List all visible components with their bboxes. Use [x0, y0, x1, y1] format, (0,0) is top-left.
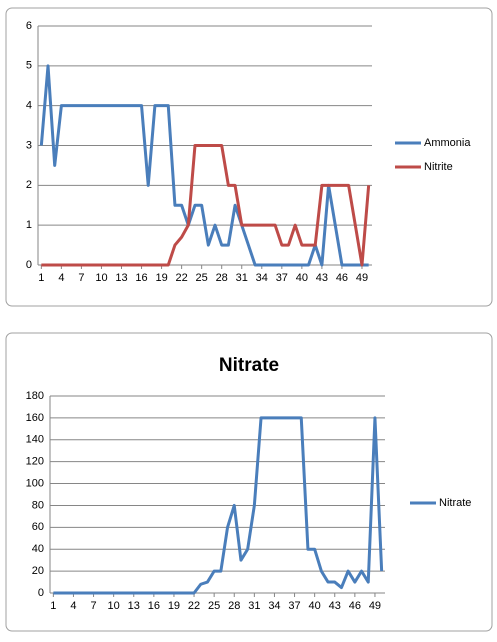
y-tick-label: 120: [26, 456, 44, 468]
x-tick-label: 1: [50, 600, 56, 612]
x-tick-label: 19: [155, 272, 167, 284]
x-tick-label: 49: [356, 272, 368, 284]
y-tick-label: 80: [32, 499, 44, 511]
x-tick-label: 31: [236, 272, 248, 284]
y-tick-label: 0: [38, 587, 44, 599]
x-tick-label: 22: [175, 272, 187, 284]
x-tick-label: 13: [115, 272, 127, 284]
x-tick-label: 13: [128, 600, 140, 612]
chart-frame: [5, 332, 493, 632]
x-tick-label: 31: [248, 600, 260, 612]
x-tick-label: 46: [349, 600, 361, 612]
y-tick-label: 100: [26, 477, 44, 489]
y-tick-label: 6: [26, 20, 32, 32]
x-tick-label: 37: [276, 272, 288, 284]
y-tick-label: 4: [26, 100, 32, 112]
x-tick-label: 40: [296, 272, 308, 284]
x-tick-label: 16: [148, 600, 160, 612]
y-tick-label: 5: [26, 60, 32, 72]
x-tick-label: 34: [256, 272, 268, 284]
x-tick-label: 43: [329, 600, 341, 612]
x-tick-label: 19: [168, 600, 180, 612]
y-tick-label: 2: [26, 179, 32, 191]
x-tick-label: 7: [90, 600, 96, 612]
y-tick-label: 60: [32, 521, 44, 533]
chart-frame: [5, 7, 493, 307]
x-tick-label: 4: [58, 272, 64, 284]
x-tick-label: 49: [369, 600, 381, 612]
x-tick-label: 7: [78, 272, 84, 284]
legend-label: Nitrite: [424, 161, 453, 173]
x-tick-label: 40: [309, 600, 321, 612]
x-tick-label: 1: [38, 272, 44, 284]
legend-label: Nitrate: [439, 497, 471, 509]
x-tick-label: 28: [228, 600, 240, 612]
y-tick-label: 3: [26, 139, 32, 151]
data-line: [39, 64, 369, 267]
x-tick-label: 37: [288, 600, 300, 612]
data-line: [41, 144, 371, 267]
x-tick-label: 16: [135, 272, 147, 284]
data-line: [53, 416, 384, 595]
y-tick-label: 160: [26, 412, 44, 424]
x-tick-label: 10: [95, 272, 107, 284]
y-tick-label: 140: [26, 434, 44, 446]
legend-label: Ammonia: [424, 137, 471, 149]
x-tick-label: 28: [216, 272, 228, 284]
x-tick-label: 10: [108, 600, 120, 612]
x-tick-label: 25: [196, 272, 208, 284]
y-tick-label: 40: [32, 543, 44, 555]
x-tick-label: 46: [336, 272, 348, 284]
y-tick-label: 180: [26, 390, 44, 402]
x-tick-label: 25: [208, 600, 220, 612]
x-tick-label: 4: [70, 600, 76, 612]
chart-title: Nitrate: [219, 355, 279, 376]
x-tick-label: 22: [188, 600, 200, 612]
y-tick-label: 0: [26, 259, 32, 271]
x-tick-label: 43: [316, 272, 328, 284]
y-tick-label: 20: [32, 565, 44, 577]
y-tick-label: 1: [26, 219, 32, 231]
x-tick-label: 34: [268, 600, 280, 612]
